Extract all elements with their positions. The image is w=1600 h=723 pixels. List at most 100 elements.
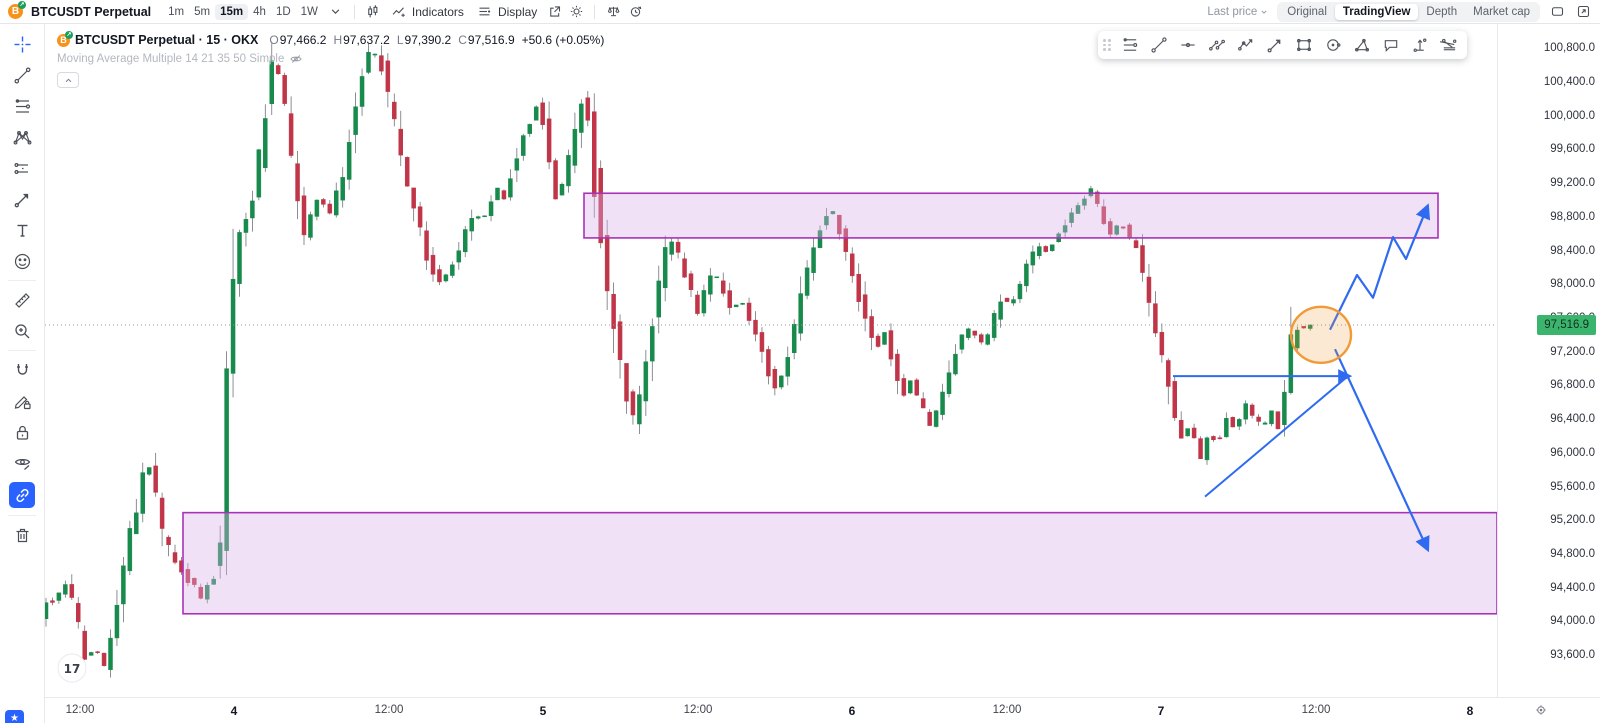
horizontal-line-tool-icon[interactable] — [1174, 33, 1201, 57]
chevron-down-icon — [1261, 10, 1267, 14]
svg-text:17: 17 — [64, 662, 81, 676]
callout-tool-icon[interactable] — [1377, 33, 1404, 57]
display-icon — [476, 3, 494, 21]
drag-handle[interactable] — [1103, 39, 1111, 51]
ellipse-tool-icon[interactable] — [1319, 33, 1346, 57]
timeframe-1m[interactable]: 1m — [168, 5, 185, 18]
view-mode-tabs: Original TradingView Depth Market cap — [1277, 1, 1540, 22]
xabcd-pattern-tool-icon[interactable] — [8, 125, 36, 149]
arrow-marker-tool-icon[interactable] — [1261, 33, 1288, 57]
trend-line-tool-icon[interactable] — [8, 63, 36, 87]
price-tick: 96,000.0 — [1550, 446, 1595, 459]
drawing-toolbar — [0, 24, 45, 723]
view-tab-market-cap[interactable]: Market cap — [1473, 5, 1530, 18]
price-tick: 98,400.0 — [1550, 244, 1595, 257]
parallel-channel-tool-icon[interactable] — [1203, 33, 1230, 57]
emoji-tool-icon[interactable] — [8, 249, 36, 273]
timeframe-group: 1m 5m 15m 4h 1D 1W — [163, 3, 323, 20]
display-label: Display — [497, 4, 538, 19]
timeframe-4h[interactable]: 4h — [253, 5, 266, 18]
view-tab-tradingview[interactable]: TradingView — [1334, 3, 1419, 20]
text-tool-icon[interactable] — [8, 218, 36, 242]
time-axis[interactable]: 12:00 4 12:00 5 12:00 6 12:00 7 12:00 8 — [45, 697, 1600, 723]
price-tick: 93,600.0 — [1550, 649, 1595, 662]
rectangle-tool-icon[interactable] — [1290, 33, 1317, 57]
arrow-tool-icon[interactable] — [8, 187, 36, 211]
polyline-arrow-tool-icon[interactable] — [1232, 33, 1259, 57]
price-tick: 96,400.0 — [1550, 413, 1595, 426]
price-tick: 100,800.0 — [1543, 42, 1595, 55]
timeframe-15m[interactable]: 15m — [215, 3, 249, 20]
trend-up-mini-icon: ↗ — [65, 30, 73, 39]
time-tick: 12:00 — [1301, 704, 1331, 716]
display-button[interactable]: Display — [472, 3, 541, 21]
crosshair-tool-icon[interactable] — [8, 32, 36, 56]
fib-retracement-tool-icon[interactable] — [1116, 33, 1143, 57]
price-tick: 94,400.0 — [1550, 581, 1595, 594]
chevron-down-icon[interactable] — [327, 3, 345, 21]
demand-zone[interactable] — [182, 511, 1497, 615]
last-price-dropdown[interactable]: Last price — [1207, 6, 1269, 18]
hide-drawings-tool-icon[interactable] — [8, 451, 36, 475]
floating-draw-toolbar — [1098, 31, 1467, 59]
view-tab-depth[interactable]: Depth — [1426, 5, 1458, 18]
eye-hidden-icon[interactable] — [289, 52, 303, 66]
chevron-up-icon — [65, 78, 71, 82]
price-tick: 98,000.0 — [1550, 278, 1595, 291]
draw-lock-tool-icon[interactable] — [8, 389, 36, 413]
trend-up-mini-icon: ↗ — [18, 1, 26, 9]
axis-settings-gear-icon[interactable] — [1534, 703, 1548, 722]
remove-drawings-tool-icon[interactable] — [8, 523, 36, 547]
collapse-legend-button[interactable] — [57, 72, 79, 88]
indicator-label[interactable]: Moving Average Multiple 14 21 35 50 Simp… — [57, 53, 285, 65]
timeframe-5m[interactable]: 5m — [194, 5, 211, 18]
symbol-title[interactable]: BTCUSDT Perpetual — [31, 4, 152, 19]
price-tick: 95,200.0 — [1550, 514, 1595, 527]
ruler-tool-icon[interactable] — [8, 288, 36, 312]
sync-drawings-tool-icon[interactable] — [9, 482, 35, 508]
zoom-in-tool-icon[interactable] — [8, 319, 36, 343]
triangle-tool-icon[interactable] — [1348, 33, 1375, 57]
price-tick: 98,800.0 — [1550, 210, 1595, 223]
zigzag-up-arrow[interactable] — [1329, 203, 1431, 331]
time-tick: 8 — [1466, 704, 1474, 718]
view-tab-original[interactable]: Original — [1287, 5, 1327, 18]
fullscreen-icon[interactable] — [1574, 3, 1592, 21]
chart-symbol-title[interactable]: BTCUSDT Perpetual · 15 · OKX — [75, 33, 259, 47]
trend-line-tool-icon[interactable] — [1145, 33, 1172, 57]
scale-icon[interactable] — [604, 3, 622, 21]
fib-wedge-tool-icon[interactable] — [1435, 33, 1462, 57]
price-range-tool-icon[interactable] — [1406, 33, 1433, 57]
alert-icon[interactable] — [626, 3, 644, 21]
supply-zone[interactable] — [583, 192, 1439, 239]
share-icon[interactable] — [545, 3, 563, 21]
timeframe-1W[interactable]: 1W — [300, 5, 318, 18]
price-axis[interactable]: 100,800.0 100,400.0 100,000.0 99,600.0 99,20… — [1497, 24, 1600, 697]
fib-retracement-tool-icon[interactable] — [8, 94, 36, 118]
price-chart[interactable]: 17 — [45, 24, 1497, 697]
indicators-icon — [390, 3, 408, 21]
bitcoin-logo-icon: B ↗ — [8, 1, 26, 19]
ascending-trendline[interactable] — [1204, 375, 1349, 498]
low-value: 97,390.2 — [404, 33, 452, 47]
time-tick: 5 — [539, 704, 547, 718]
change-value: +50.6 (+0.05%) — [521, 33, 605, 47]
indicators-button[interactable]: Indicators — [386, 3, 468, 21]
down-arrow[interactable] — [1334, 348, 1430, 553]
favorites-star-button[interactable]: ★ — [5, 710, 24, 723]
price-tick: 94,800.0 — [1550, 547, 1595, 560]
indicators-label: Indicators — [411, 4, 464, 19]
time-tick: 12:00 — [65, 704, 95, 716]
panel-icon[interactable] — [1548, 3, 1566, 21]
price-tick: 97,200.0 — [1550, 345, 1595, 358]
separator — [353, 4, 355, 19]
candle-style-icon[interactable] — [364, 3, 382, 21]
timeframe-1D[interactable]: 1D — [275, 5, 291, 18]
magnet-tool-icon[interactable] — [8, 358, 36, 382]
close-value: 97,516.9 — [467, 33, 515, 47]
long-position-tool-icon[interactable] — [8, 156, 36, 180]
highlight-circle[interactable] — [1289, 305, 1353, 365]
lock-all-tool-icon[interactable] — [8, 420, 36, 444]
settings-gear-icon[interactable] — [567, 3, 585, 21]
